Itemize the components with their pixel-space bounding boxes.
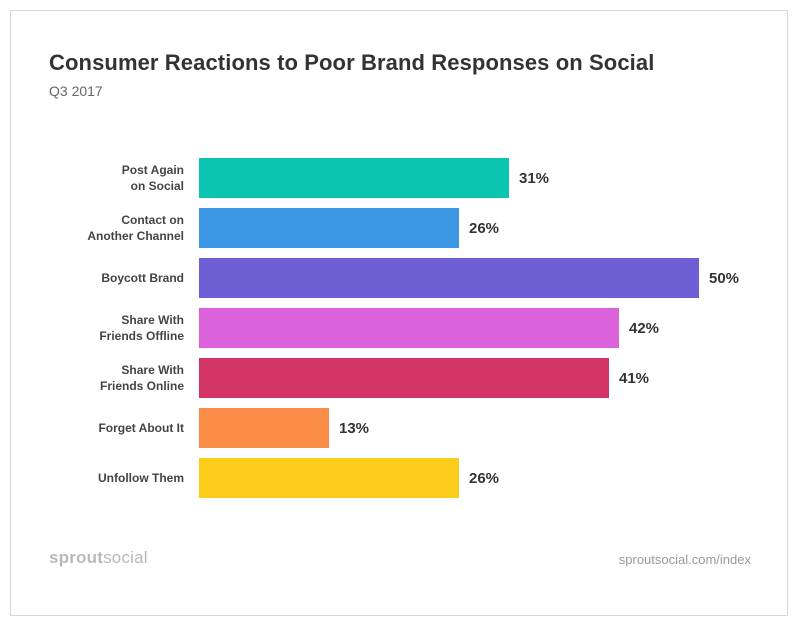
brand-logo-part1: sprout [49, 548, 104, 567]
value-label-0: 31% [519, 170, 549, 187]
value-label-4: 41% [619, 370, 649, 387]
category-label-line: Share With [121, 313, 184, 327]
category-label-line: on Social [131, 179, 184, 193]
category-label-3: Share With Friends Offline [99, 313, 184, 343]
category-label-6: Unfollow Them [98, 471, 184, 485]
value-label-1: 26% [469, 220, 499, 237]
brand-logo: sproutsocial [49, 548, 148, 568]
value-label-2: 50% [709, 270, 739, 287]
chart-title: Consumer Reactions to Poor Brand Respons… [49, 50, 655, 75]
brand-logo-part2: social [103, 548, 148, 567]
bar-2 [199, 258, 699, 298]
bar-3 [199, 308, 619, 348]
bar-0 [199, 158, 509, 198]
bar-1 [199, 208, 459, 248]
category-label-line: Friends Online [100, 379, 184, 393]
category-label-line: Friends Offline [99, 329, 184, 343]
bar-4 [199, 358, 609, 398]
category-label-2: Boycott Brand [101, 271, 184, 285]
value-label-3: 42% [629, 320, 659, 337]
category-label-line: Share With [121, 363, 184, 377]
category-label-0: Post Again on Social [122, 163, 184, 193]
category-label-line: Post Again [122, 163, 184, 177]
category-label-5: Forget About It [98, 421, 184, 435]
value-label-6: 26% [469, 470, 499, 487]
bar-6 [199, 458, 459, 498]
category-label-1: Contact on Another Channel [87, 213, 184, 243]
category-label-line: Boycott Brand [101, 271, 184, 285]
category-label-line: Contact on [121, 213, 184, 227]
bar-5 [199, 408, 329, 448]
value-label-5: 13% [339, 420, 369, 437]
source-link[interactable]: sproutsocial.com/index [618, 552, 751, 567]
category-label-line: Another Channel [87, 229, 184, 243]
category-label-line: Forget About It [98, 421, 184, 435]
chart-subtitle: Q3 2017 [49, 83, 103, 99]
category-label-4: Share With Friends Online [100, 363, 184, 393]
category-label-line: Unfollow Them [98, 471, 184, 485]
